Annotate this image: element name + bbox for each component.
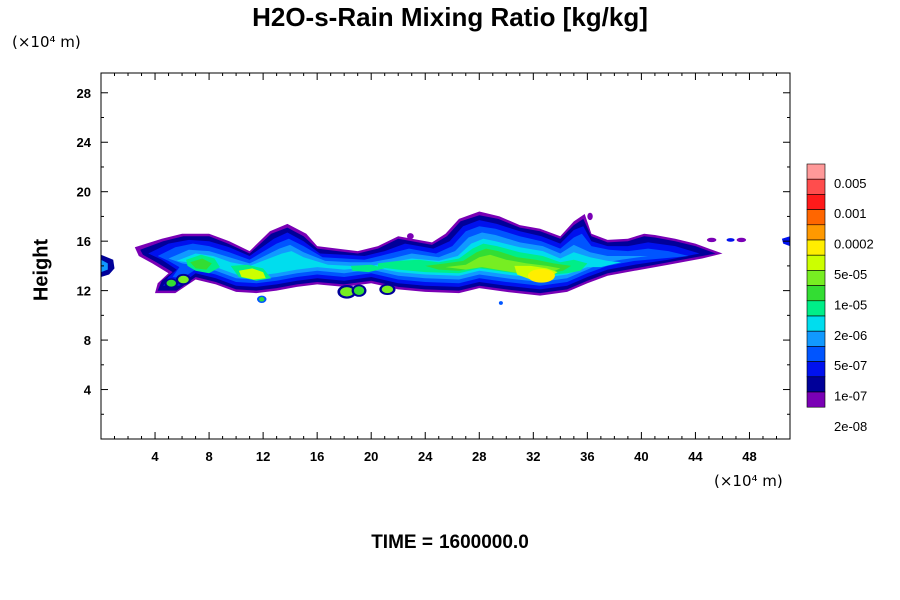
colorbar-swatch <box>806 163 826 180</box>
cell-12-core <box>259 297 265 302</box>
colorbar-label: 2e-08 <box>834 419 867 434</box>
colorbar-swatch <box>806 178 826 195</box>
x-tick-label: 20 <box>364 449 378 464</box>
chart-title: H2O-s-Rain Mixing Ratio [kg/kg] <box>252 2 648 32</box>
colorbar-swatch <box>806 239 826 256</box>
y-tick-label: 12 <box>77 284 91 299</box>
x-tick-label: 28 <box>472 449 486 464</box>
cell-west-2-core <box>178 275 189 284</box>
colorbar-swatch <box>806 376 826 393</box>
x-tick-label: 36 <box>580 449 594 464</box>
x-tick-label: 8 <box>205 449 212 464</box>
colorbar-swatch <box>806 315 826 332</box>
colorbar-swatch <box>806 346 826 362</box>
cell-21-core <box>381 285 394 294</box>
colorbar-swatch <box>806 209 826 226</box>
colorbar-label: 5e-05 <box>834 267 867 282</box>
x-tick-label: 12 <box>256 449 270 464</box>
cell-18-a-core <box>340 287 354 297</box>
y-tick-label: 16 <box>77 234 91 249</box>
x-tick-label: 24 <box>418 449 433 464</box>
speck-3 <box>726 238 735 242</box>
colorbar-swatch <box>806 285 826 302</box>
x-tick-label: 48 <box>742 449 756 464</box>
cell-29 <box>498 301 503 305</box>
x-tick-label: 32 <box>526 449 540 464</box>
rain-field <box>101 211 790 305</box>
colorbar-label: 0.001 <box>834 206 867 221</box>
core-green-west <box>190 258 212 270</box>
colorbar-swatch <box>806 391 826 408</box>
colorbar-label: 1e-07 <box>834 389 867 404</box>
core-ygreen-mid <box>238 268 266 280</box>
y-tick-label: 20 <box>77 185 91 200</box>
colorbar-swatch <box>806 361 826 378</box>
colorbar-label: 1e-05 <box>834 297 867 312</box>
colorbar-swatch <box>806 254 826 271</box>
y-tick-label: 4 <box>84 383 92 398</box>
colorbar-swatch <box>806 300 826 317</box>
colorbar-swatch <box>806 194 826 210</box>
x-tick-label: 16 <box>310 449 324 464</box>
x-tick-label: 4 <box>151 449 159 464</box>
speck-5 <box>587 212 593 221</box>
cell-west-1-core <box>166 279 176 287</box>
x-tick-label: 44 <box>688 449 703 464</box>
colorbar-swatch <box>806 224 826 241</box>
plot-frame <box>100 72 791 440</box>
cell-19-b-core <box>353 286 365 295</box>
y-axis-unit: (×10⁴ m) <box>12 33 81 51</box>
x-axis-unit: (×10⁴ m) <box>714 472 783 490</box>
core-green-mid2 <box>350 264 385 273</box>
speck-2 <box>706 237 717 243</box>
colorbar-label: 0.0002 <box>834 237 874 252</box>
y-tick-label: 28 <box>77 86 91 101</box>
x-tick-label: 40 <box>634 449 648 464</box>
colorbar-label: 0.005 <box>834 176 867 191</box>
speck-1 <box>406 233 414 240</box>
speck-4 <box>736 237 747 243</box>
edge-west-core <box>101 259 108 273</box>
colorbar-swatch <box>806 270 826 286</box>
time-label: TIME = <box>371 532 433 553</box>
y-tick-label: 24 <box>77 135 92 150</box>
y-tick-label: 8 <box>84 333 91 348</box>
colorbar: 0.005 0.001 0.0002 5e-05 1e-05 2e-06 5e-07 1e-0… <box>806 163 874 434</box>
time-value: 1600000.0 <box>438 532 529 553</box>
core-yellow-max <box>527 268 555 283</box>
time-readout: TIME = 1600000.0 <box>0 532 900 554</box>
colorbar-label: 2e-06 <box>834 328 867 343</box>
colorbar-swatch <box>806 330 826 347</box>
colorbar-label: 5e-07 <box>834 358 867 373</box>
